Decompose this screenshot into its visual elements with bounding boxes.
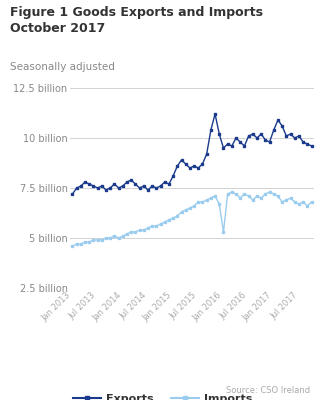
Text: Source: CSO Ireland: Source: CSO Ireland	[226, 386, 310, 395]
Legend: Exports, Imports: Exports, Imports	[69, 390, 257, 400]
Text: Seasonally adjusted: Seasonally adjusted	[10, 62, 115, 72]
Text: Figure 1 Goods Exports and Imports
October 2017: Figure 1 Goods Exports and Imports Octob…	[10, 6, 263, 35]
